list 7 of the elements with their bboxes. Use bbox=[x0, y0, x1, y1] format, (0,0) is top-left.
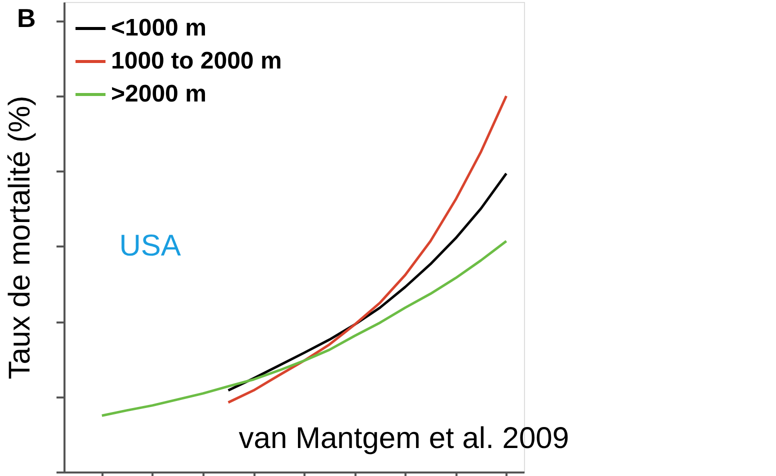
annotation: van Mantgem et al. 2009 bbox=[238, 422, 570, 456]
y-axis-title: Taux de mortalité (%) bbox=[4, 96, 36, 380]
legend-label: >2000 m bbox=[111, 80, 206, 108]
annotation: USA bbox=[119, 229, 181, 262]
chart-title: B bbox=[17, 3, 36, 33]
legend-label: 1000 to 2000 m bbox=[111, 48, 282, 74]
legend-label: <1000 m bbox=[111, 14, 206, 42]
